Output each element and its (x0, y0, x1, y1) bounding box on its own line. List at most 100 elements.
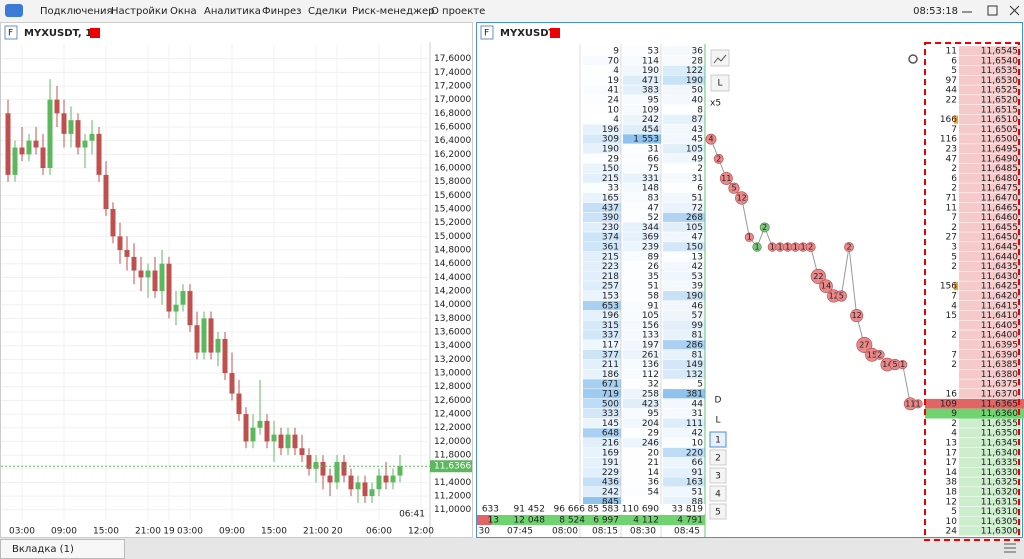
ladder-volume: 13 (946, 439, 957, 449)
chart-tool-button[interactable] (710, 49, 730, 67)
cluster-volume: 220 (686, 448, 703, 458)
ladder-price: 11,6485 (981, 164, 1018, 174)
trade-bubble (913, 399, 923, 409)
ladder-price: 11,6425 (981, 282, 1018, 292)
cluster-cell (663, 242, 705, 252)
scale-label[interactable]: 4 (715, 490, 721, 500)
price-cell (959, 242, 1021, 252)
cluster-cell (583, 340, 621, 350)
ladder-volume: 4 (951, 429, 957, 439)
scale-button[interactable] (709, 485, 727, 502)
ladder-price: 11,6405 (981, 321, 1018, 331)
large-volume-marker (954, 115, 958, 124)
menu-item[interactable]: Сделки (308, 6, 347, 17)
trade-volume: 14 (821, 282, 831, 291)
cluster-volume: 21 (648, 458, 659, 468)
cluster-cell (663, 75, 705, 85)
cluster-cell (663, 457, 705, 467)
price-cell (959, 222, 1021, 232)
scale-label[interactable]: 3 (715, 472, 721, 482)
ladder-volume: 9 (951, 409, 957, 419)
cluster-volume: 42 (692, 262, 703, 272)
ladder-price: 11,6415 (981, 301, 1018, 311)
ladder-price: 11,6535 (981, 66, 1018, 76)
scale-label[interactable]: 2 (715, 454, 721, 464)
scale-button[interactable] (709, 449, 727, 466)
scale-button[interactable] (709, 503, 727, 520)
scale-button[interactable] (709, 467, 727, 484)
ladder-volume: 2 (951, 419, 957, 429)
tool-label[interactable]: x5 (710, 99, 721, 109)
cluster-cell (623, 408, 661, 418)
cluster-cell (663, 320, 705, 330)
cluster-cell (623, 173, 661, 183)
cluster-volume: 344 (642, 223, 659, 233)
candle-body (278, 434, 284, 449)
cluster-cell (623, 232, 661, 242)
x-tick-label: 15:00 (261, 527, 287, 537)
tool-button[interactable] (710, 74, 730, 92)
candle-body (369, 489, 375, 497)
cluster-volume: 196 (602, 311, 619, 321)
menu-item[interactable]: Финрез (262, 6, 301, 17)
tool-label[interactable]: L (717, 79, 722, 89)
menu-item[interactable]: Риск-менеджер (352, 6, 435, 17)
cluster-cell (623, 124, 661, 134)
trade-volume: 27 (859, 341, 869, 350)
candle-body (285, 434, 291, 449)
cluster-volume: 315 (602, 321, 619, 331)
trade-volume: 4 (708, 135, 713, 144)
cluster-cell (663, 398, 705, 409)
cluster-cell (623, 183, 661, 193)
candle-body (145, 270, 151, 278)
menu-item[interactable]: Подключения (40, 6, 113, 17)
chart-tool-icon[interactable] (713, 54, 727, 64)
cluster-volume: 83 (648, 194, 659, 204)
trade-bubble (728, 182, 740, 194)
tool-label[interactable]: D (715, 396, 722, 406)
ladder-price: 11,6445 (981, 243, 1018, 253)
ladder-price: 11,6455 (981, 223, 1018, 233)
cluster-volume: 95 (648, 409, 659, 419)
menu-item[interactable]: О проекте (431, 6, 485, 17)
price-cell (959, 438, 1021, 448)
cluster-cell (583, 124, 621, 134)
tab-menu-icon[interactable] (1004, 543, 1016, 553)
price-cell (959, 212, 1021, 222)
cluster-volume: 31 (692, 174, 703, 184)
ladder-volume: 22 (946, 96, 957, 106)
scale-label[interactable]: 5 (715, 508, 721, 518)
cluster-volume: 215 (602, 174, 619, 184)
tab-label[interactable]: Вкладка (1) (12, 544, 74, 555)
price-cell (959, 251, 1021, 262)
column-total: 633 (482, 505, 499, 515)
scale-label[interactable]: 1 (715, 436, 721, 446)
close-button[interactable] (1009, 5, 1020, 16)
trade-volume: 2 (808, 243, 813, 252)
candle-body (390, 475, 396, 483)
scale-button[interactable] (709, 431, 727, 448)
tool-label[interactable]: L (715, 416, 720, 426)
left-panel (0, 22, 473, 538)
y-tick-label: 15,0000 (434, 232, 471, 242)
menu-item[interactable]: Окна (170, 6, 197, 17)
price-cell (959, 75, 1021, 85)
right-panel (476, 22, 1023, 538)
cluster-volume: 258 (642, 390, 659, 400)
x-tick-label: 06:00 (366, 527, 392, 537)
menu-item[interactable]: Настройки (111, 6, 167, 17)
cluster-volume: 719 (602, 390, 619, 400)
cluster-volume: 51 (692, 194, 703, 204)
menu-item[interactable]: Аналитика (204, 6, 261, 17)
ladder-volume: 2 (951, 164, 957, 174)
maximize-button[interactable] (987, 5, 998, 16)
ladder-volume: 2 (951, 360, 957, 370)
cluster-volume: 216 (602, 439, 619, 449)
trade-volume: 5 (892, 360, 897, 369)
ladder-volume: 17 (946, 458, 957, 468)
settings-icon[interactable] (908, 54, 918, 64)
ladder-price: 11,6330 (981, 468, 1018, 478)
cluster-volume: 35 (648, 272, 659, 282)
ladder-volume: 3 (951, 243, 957, 253)
column-total: 110 690 (622, 505, 659, 515)
